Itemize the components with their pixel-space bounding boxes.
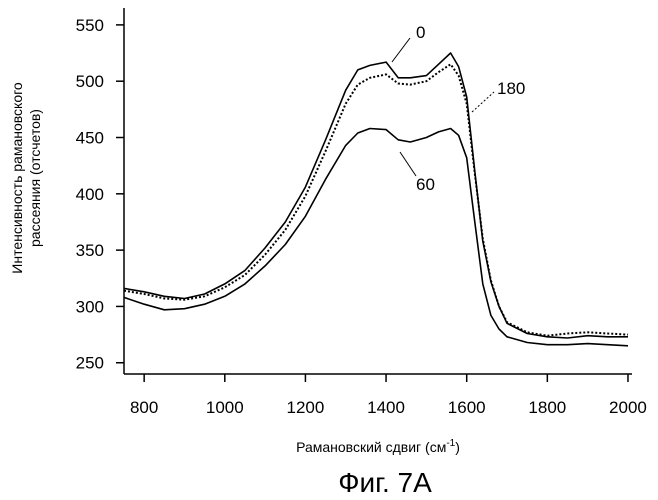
y-tick-label: 250 [76,354,104,373]
y-tick-label: 450 [76,129,104,148]
series-label-60-group: 60 [400,152,435,194]
series-label-180: 180 [497,79,525,98]
series-label-180-group: 180 [472,79,525,112]
series-line-60 [124,129,628,346]
x-tick-label: 1400 [367,398,405,417]
x-tick-label: 1600 [448,398,486,417]
x-tick-label: 1800 [528,398,566,417]
series-label-60: 60 [416,175,435,194]
x-tick-label: 2000 [609,398,647,417]
series-layer [124,53,628,346]
x-axis-label-close: ) [455,439,460,455]
chart-figure: 250 300 350 400 450 500 550 800 1000 1200 1400 160… [0,0,658,500]
y-axis-ticks: 250 300 350 400 450 500 550 [76,16,124,373]
series-label-0-group: 0 [392,23,425,62]
series-label-0-leader [392,38,410,62]
y-tick-label: 500 [76,72,104,91]
y-tick-label: 300 [76,297,104,316]
series-label-180-leader [472,92,494,112]
x-axis-label: Рамановский сдвиг (см-1) [296,438,460,455]
series-label-0: 0 [416,23,425,42]
y-tick-label: 550 [76,16,104,35]
y-tick-label: 400 [76,185,104,204]
y-axis-label-line1: Интенсивность рамановского [9,82,25,274]
x-axis-ticks: 800 1000 1200 1400 1600 1800 2000 [130,374,647,417]
series-line-0 [124,53,628,338]
x-tick-label: 800 [130,398,158,417]
y-tick-label: 350 [76,241,104,260]
figure-caption: Фиг. 7A [338,467,432,498]
x-axis-label-text: Рамановский сдвиг (см [296,439,446,455]
x-tick-label: 1200 [287,398,325,417]
y-axis-label-line2: рассеяния (отсчетов) [27,109,43,247]
x-tick-label: 1000 [206,398,244,417]
series-label-60-leader [400,152,416,176]
